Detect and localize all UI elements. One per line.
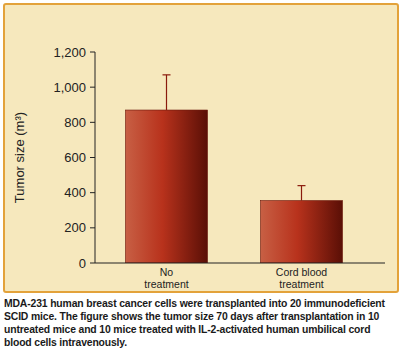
label-line: treatment [279, 278, 323, 290]
caption: MDA-231 human breast cancer cells were t… [4, 297, 397, 349]
x-tick-label: Cord bloodtreatment [276, 266, 328, 290]
y-tick [90, 263, 95, 264]
bar [261, 201, 343, 263]
y-tick-label: 1,200 [53, 45, 86, 60]
y-tick-label: 400 [64, 185, 86, 200]
label-line: treatment [144, 278, 188, 290]
x-axis [95, 263, 385, 264]
y-tick-label: 800 [64, 115, 86, 130]
bars [126, 75, 343, 263]
error-cap [298, 185, 306, 186]
chart: 0 200 400 600 800 1,000 1,200 Tumor size (m³) No… [0, 0, 400, 292]
error-bar [163, 75, 171, 110]
error-stem [301, 186, 302, 201]
y-tick-label: 0 [79, 256, 86, 271]
x-tick-label: Notreatment [144, 266, 188, 290]
y-tick [90, 52, 95, 53]
y-tick [90, 122, 95, 123]
y-tick [90, 157, 95, 158]
y-tick-label: 600 [64, 150, 86, 165]
y-tick [90, 87, 95, 88]
y-tick [90, 227, 95, 228]
error-cap [163, 74, 171, 75]
label-line: No [160, 266, 174, 278]
bar [126, 110, 208, 263]
label-line: Cord blood [276, 266, 328, 278]
y-tick-label: 200 [64, 220, 86, 235]
y-tick-label: 1,000 [53, 80, 86, 95]
error-stem [166, 75, 167, 110]
y-tick [90, 192, 95, 193]
y-axis-label: Tumor size (m³) [12, 112, 27, 203]
error-bar [298, 186, 306, 201]
